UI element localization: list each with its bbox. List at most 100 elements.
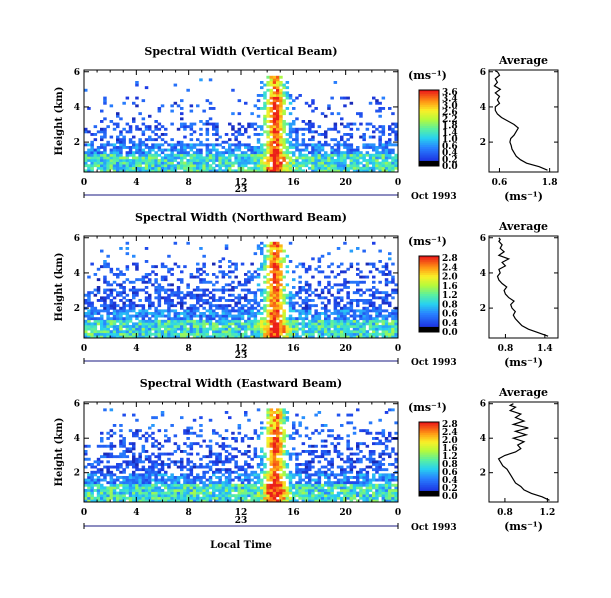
heatmap-cell	[394, 325, 398, 328]
heatmap-cell	[173, 322, 178, 326]
heatmap-cell	[154, 319, 158, 323]
heatmap-cell	[84, 153, 88, 157]
heatmap-cell	[288, 473, 293, 477]
heatmap-cell	[272, 426, 277, 430]
heatmap-cell	[237, 293, 242, 297]
heatmap-cell	[151, 465, 155, 469]
heatmap-cell	[295, 494, 299, 498]
heatmap-cell	[132, 444, 136, 448]
heatmap-cell	[116, 267, 120, 271]
heatmap-cell	[320, 494, 325, 498]
heatmap-cell	[199, 140, 203, 144]
heatmap-cell	[269, 304, 274, 308]
heatmap-cell	[202, 270, 206, 274]
heatmap-cell	[218, 478, 222, 482]
heatmap-cell	[132, 473, 136, 477]
heatmap-cell	[234, 169, 238, 173]
heatmap-cell	[336, 164, 341, 168]
heatmap-cell	[240, 494, 245, 498]
heatmap-cell	[164, 288, 168, 292]
heatmap-cell	[218, 483, 222, 487]
heatmap-cell	[96, 478, 101, 482]
heatmap-cell	[196, 164, 200, 168]
heatmap-cell	[90, 262, 94, 266]
heatmap-cell	[320, 166, 325, 170]
heatmap-cell	[144, 319, 149, 323]
heatmap-cell	[151, 486, 155, 490]
heatmap-cell	[276, 286, 280, 289]
heatmap-cell	[276, 247, 280, 250]
heatmap-cell	[180, 146, 184, 149]
heatmap-cell	[180, 319, 184, 323]
heatmap-cell	[362, 317, 366, 321]
heatmap-cell	[170, 122, 174, 126]
heatmap-cell	[320, 325, 325, 328]
heatmap-cell	[288, 127, 293, 131]
heatmap-cell	[212, 330, 216, 334]
heatmap-cell	[276, 424, 280, 427]
heatmap-cell	[304, 322, 309, 326]
heatmap-cell	[244, 332, 248, 336]
heatmap-cell	[362, 164, 366, 168]
heatmap-cell	[192, 288, 197, 292]
heatmap-cell	[84, 481, 88, 485]
heatmap-cell	[276, 325, 280, 328]
average-x-tick-label: 1.8	[542, 178, 558, 188]
heatmap-cell	[122, 127, 126, 131]
heatmap-cell	[87, 312, 91, 315]
heatmap-cell	[368, 319, 373, 323]
heatmap-cell	[352, 426, 357, 430]
heatmap-cell	[260, 252, 264, 256]
heatmap-cell	[282, 473, 286, 477]
heatmap-cell	[221, 483, 226, 487]
heatmap-cell	[100, 161, 104, 165]
heatmap-cell	[240, 473, 245, 477]
heatmap-cell	[138, 159, 142, 162]
heatmap-cell	[237, 312, 242, 315]
heatmap-cell	[157, 478, 162, 482]
heatmap-cell	[128, 486, 133, 490]
heatmap-cell	[151, 143, 155, 147]
heatmap-cell	[375, 159, 379, 162]
heatmap-cell	[276, 434, 280, 438]
heatmap-cell	[132, 143, 136, 147]
heatmap-cell	[144, 312, 149, 315]
heatmap-cell	[394, 314, 398, 318]
heatmap-cell	[276, 244, 280, 248]
heatmap-cell	[103, 332, 107, 336]
heatmap-cell	[183, 442, 187, 446]
heatmap-cell	[87, 463, 91, 466]
heatmap-cell	[132, 117, 136, 121]
heatmap-cell	[320, 254, 325, 258]
heatmap-cell	[272, 421, 277, 425]
heatmap-cell	[292, 322, 296, 326]
heatmap-cell	[180, 112, 184, 116]
heatmap-cell	[90, 164, 94, 168]
heatmap-cell	[176, 278, 181, 282]
heatmap-cell	[240, 327, 245, 331]
heatmap-cell	[269, 327, 274, 331]
heatmap-cell	[301, 486, 306, 490]
heatmap-cell	[224, 476, 229, 479]
heatmap-cell	[135, 125, 139, 129]
heatmap-cell	[282, 470, 286, 474]
heatmap-cell	[346, 330, 350, 334]
heatmap-cell	[135, 481, 139, 485]
heatmap-cell	[189, 109, 194, 113]
heatmap-cell	[112, 143, 117, 147]
heatmap-cell	[157, 159, 162, 162]
heatmap-cell	[228, 416, 232, 420]
heatmap-cell	[138, 319, 142, 323]
heatmap-cell	[384, 148, 389, 152]
heatmap-cell	[346, 122, 350, 126]
heatmap-cell	[170, 293, 174, 297]
heatmap-cell	[103, 275, 107, 279]
heatmap-cell	[276, 283, 280, 287]
heatmap-cell	[103, 309, 107, 313]
heatmap-cell	[208, 325, 213, 328]
heatmap-cell	[157, 161, 162, 165]
heatmap-cell	[221, 317, 226, 321]
heatmap-cell	[196, 473, 200, 477]
heatmap-cell	[327, 332, 331, 336]
heatmap-cell	[343, 460, 347, 464]
